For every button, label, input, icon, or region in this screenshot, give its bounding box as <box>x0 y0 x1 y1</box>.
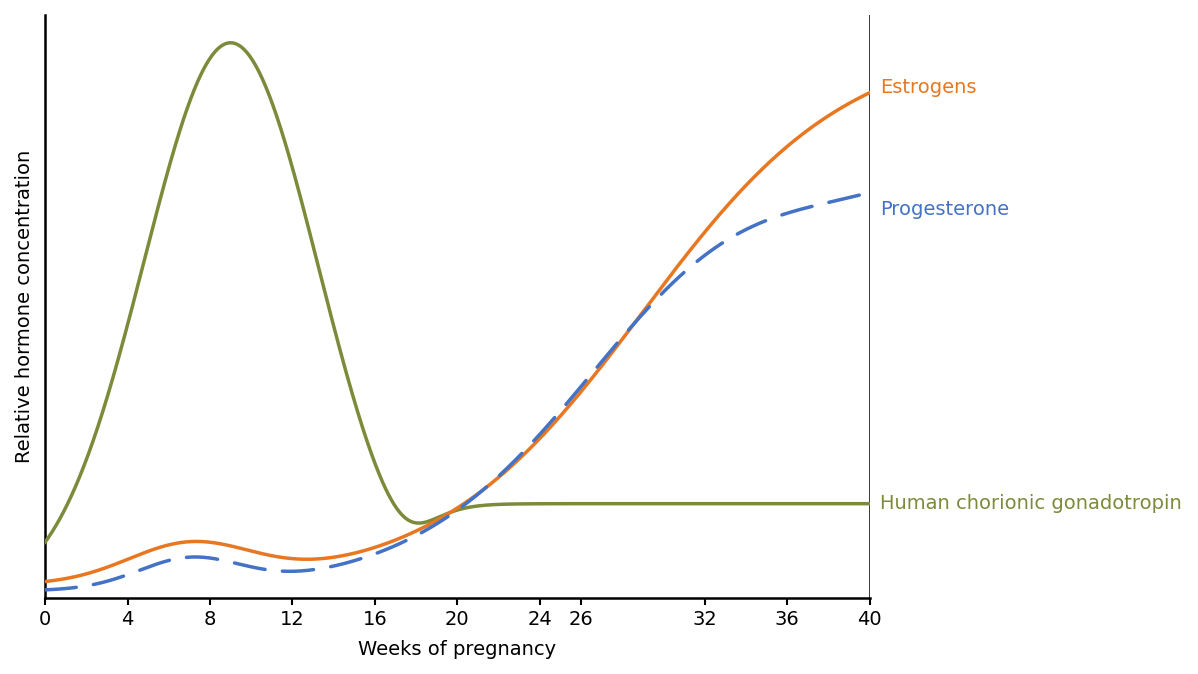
Text: Human chorionic gonadotropin: Human chorionic gonadotropin <box>881 494 1181 513</box>
X-axis label: Weeks of pregnancy: Weeks of pregnancy <box>358 640 556 659</box>
Y-axis label: Relative hormone concentration: Relative hormone concentration <box>16 150 34 463</box>
Text: Estrogens: Estrogens <box>881 78 976 96</box>
Text: Progesterone: Progesterone <box>881 200 1009 219</box>
